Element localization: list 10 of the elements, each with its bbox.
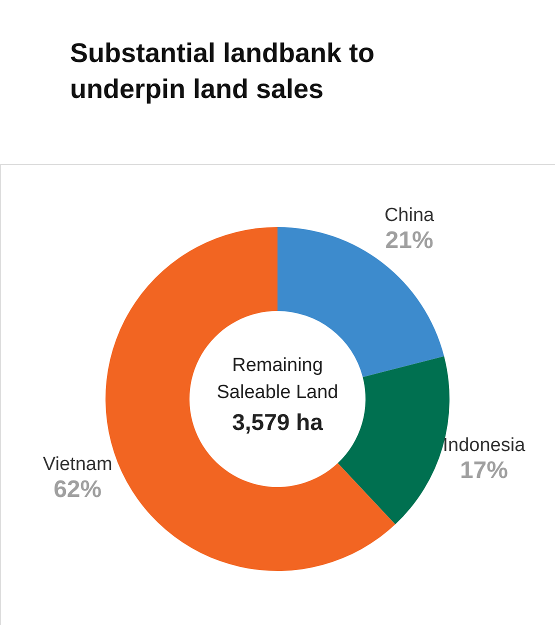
slice-label: Vietnam: [42, 454, 112, 476]
slice-label: China: [384, 205, 435, 226]
chart-title: Substantial landbank to underpin land sales: [70, 38, 375, 104]
data-label: 17%: [460, 456, 508, 484]
text: 3,579 ha: [232, 409, 324, 435]
slice-label: Indonesia: [442, 434, 526, 456]
text: Saleable Land: [216, 382, 338, 403]
text: Remaining: [232, 355, 323, 376]
data-label: 21%: [385, 227, 434, 254]
data-label: 62%: [54, 476, 102, 504]
